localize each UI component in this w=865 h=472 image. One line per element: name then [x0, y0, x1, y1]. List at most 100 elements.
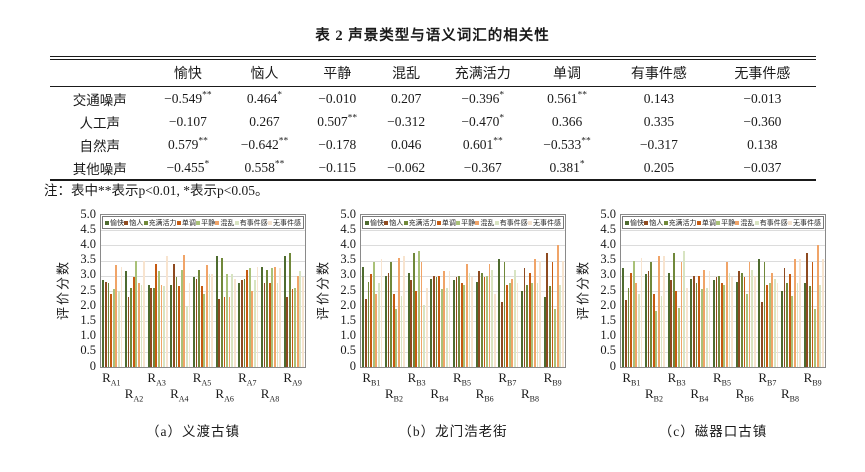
y-axis-tick-label: 5.0 — [600, 206, 616, 221]
bar — [410, 280, 413, 367]
gridline — [361, 230, 565, 232]
y-axis-tick-label: 0 — [89, 358, 96, 373]
chart-caption: （a）义渡古镇 — [146, 424, 240, 439]
y-axis-tick-label: 1.5 — [80, 312, 96, 327]
legend-label: 单调 — [181, 218, 196, 227]
legend-label: 无事件感 — [792, 218, 821, 227]
bar — [808, 286, 811, 367]
bar-group-rb8 — [780, 215, 803, 367]
bar-group-rb9 — [802, 215, 825, 367]
correlation-value: 0.267 — [249, 113, 280, 129]
bar — [238, 283, 241, 367]
bar — [395, 309, 398, 367]
bar — [261, 266, 263, 367]
bar-group-ra2 — [124, 215, 147, 367]
legend-swatch-icon — [625, 220, 629, 225]
bar — [811, 262, 814, 367]
legend-label: 有事件感 — [499, 218, 528, 227]
legend-swatch-icon — [716, 220, 721, 225]
bar — [228, 297, 231, 367]
bar — [660, 295, 663, 367]
bar — [554, 309, 556, 367]
y-axis-tick-label: 1.0 — [340, 328, 356, 343]
bar — [526, 284, 529, 367]
bar — [678, 307, 680, 367]
legend-item: 平静 — [456, 218, 475, 228]
bar — [301, 277, 304, 367]
table-title: 表 2 声景类型与语义词汇的相关性 — [315, 28, 550, 44]
bar — [468, 272, 471, 367]
chart-caption: （b）龙门浩老街 — [398, 424, 508, 439]
bar — [248, 268, 251, 367]
gridline — [621, 245, 825, 247]
legend-swatch-icon — [696, 220, 701, 225]
bar — [178, 286, 180, 367]
bar — [738, 271, 741, 367]
column-header: 无事件感 — [708, 58, 816, 87]
table-row: 人工声 −0.107 0.267 0.507** −0.312 −0.470* 0.366 0… — [50, 110, 816, 133]
bar-group-ra6 — [214, 215, 237, 367]
bar — [640, 257, 643, 367]
bar — [658, 256, 660, 367]
bar-group-ra5 — [192, 215, 215, 367]
chart-legend: 愉快 恼人 充满活力 单调 平静 混乱 有事件感 无事件感 — [622, 216, 824, 229]
bar — [483, 277, 486, 367]
bar — [160, 284, 163, 367]
bar — [218, 298, 221, 367]
legend-swatch-icon — [456, 220, 461, 225]
x-axis-label: RA4 — [170, 386, 189, 404]
table-corner-cell — [50, 58, 150, 87]
bar — [107, 283, 110, 367]
bar — [652, 294, 655, 367]
column-header: 充满活力 — [440, 58, 525, 87]
gridline — [621, 336, 825, 338]
y-axis-tick-label: 3.0 — [80, 267, 96, 282]
bar — [125, 271, 127, 367]
legend-label: 恼人 — [649, 218, 664, 227]
x-axis-label: RA9 — [283, 370, 302, 388]
bar — [211, 274, 213, 367]
bar-group-ra1 — [101, 215, 124, 367]
bar-group-rb2 — [644, 215, 667, 367]
correlation-value: −0.317 — [639, 136, 678, 152]
bar — [559, 284, 562, 367]
table-row: 交通噪声 −0.549** 0.464* −0.010 0.207 −0.396* 0.56… — [50, 87, 816, 111]
bar — [163, 286, 166, 367]
table-header-row: 愉快 恼人 平静 混乱 充满活力 单调 有事件感 无事件感 — [50, 58, 816, 87]
legend-swatch-icon — [105, 220, 109, 225]
bar — [539, 260, 542, 367]
legend-label: 愉快 — [630, 218, 644, 227]
legend-swatch-icon — [475, 220, 480, 225]
legend-item: 充满活力 — [663, 218, 697, 228]
correlation-value: 0.507** — [317, 113, 358, 129]
bar — [188, 283, 191, 367]
legend-item: 单调 — [696, 218, 716, 228]
legend-label: 恼人 — [129, 218, 144, 227]
bar — [193, 277, 195, 367]
x-axis-label: RA7 — [238, 370, 257, 388]
bar — [751, 269, 754, 367]
column-header: 恼人 — [226, 58, 303, 87]
bar — [438, 275, 440, 367]
x-axis-label: RB8 — [780, 386, 800, 404]
gridline — [101, 306, 305, 308]
bar — [147, 284, 150, 367]
x-axis-label: RB2 — [644, 386, 664, 404]
bar — [112, 289, 115, 367]
correlation-table: 愉快 恼人 平静 混乱 充满活力 单调 有事件感 无事件感 交通噪声 −0.549** 0.464*… — [50, 56, 816, 181]
bar — [556, 245, 559, 367]
bar — [720, 283, 723, 367]
bar — [480, 272, 483, 367]
legend-label: 充满活力 — [148, 218, 177, 227]
bar-group-rb5 — [452, 215, 475, 367]
gridline — [101, 260, 305, 262]
bar — [132, 277, 135, 367]
gridline — [621, 306, 825, 308]
bar — [253, 280, 256, 367]
gridline — [101, 245, 305, 247]
legend-swatch-icon — [527, 220, 532, 225]
bar — [758, 259, 761, 367]
bar — [288, 253, 291, 367]
chart-caption: （c）磁器口古镇 — [658, 424, 768, 439]
legend-item: 无事件感 — [267, 218, 301, 228]
